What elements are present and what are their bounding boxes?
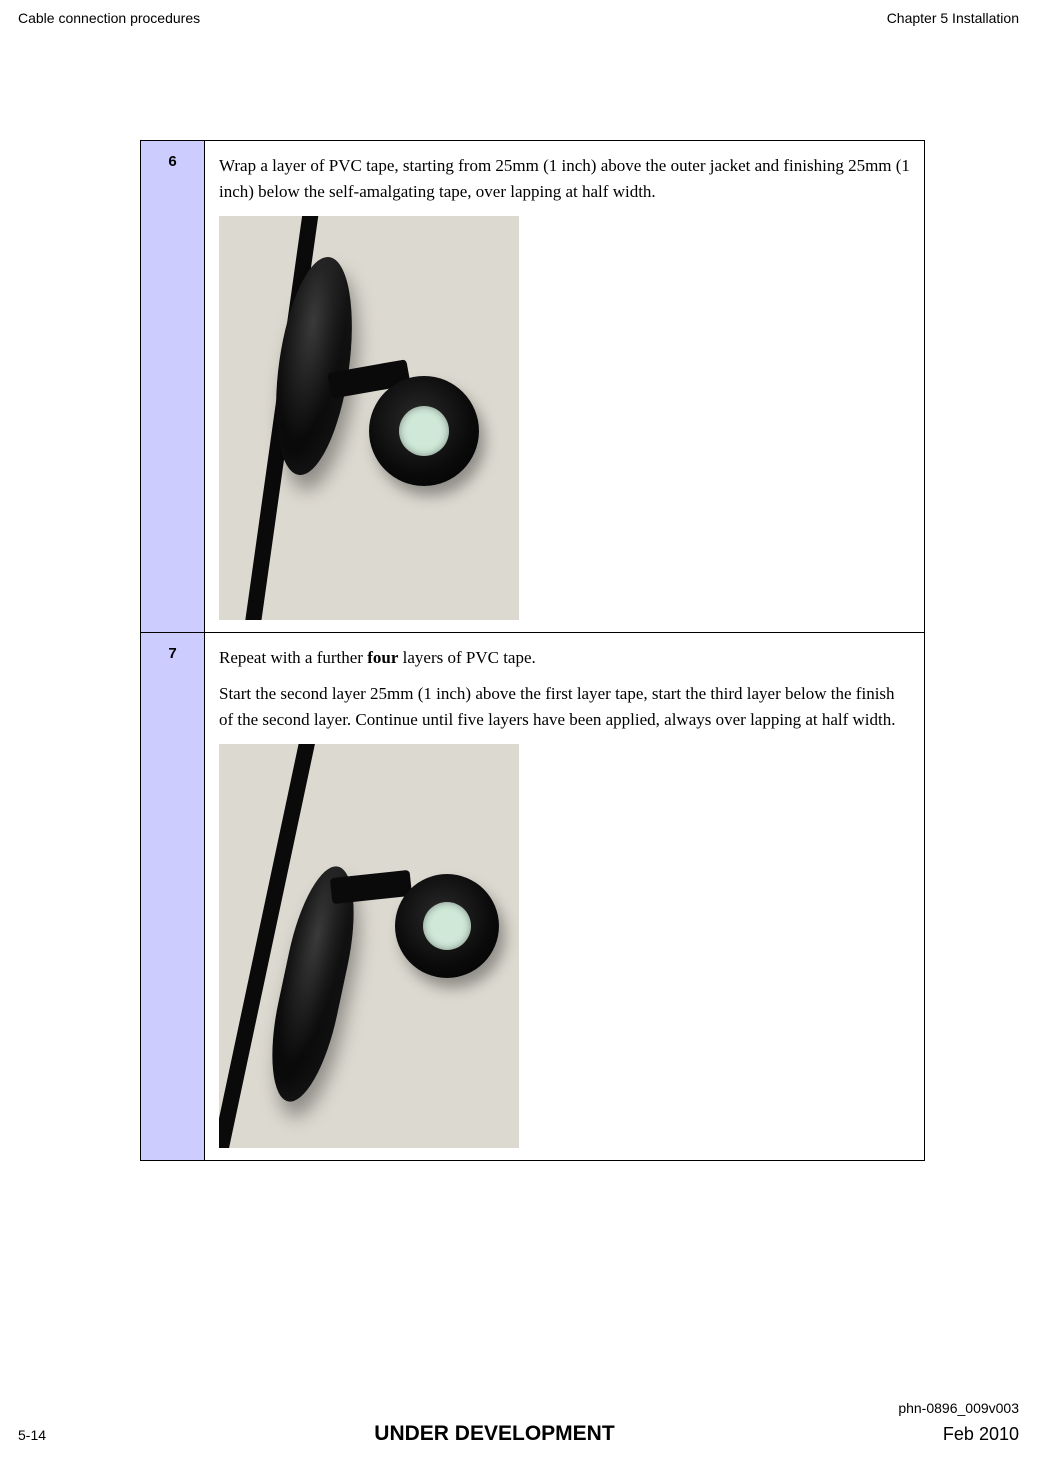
step-paragraph: Repeat with a further four layers of PVC… [219,645,910,671]
header-left: Cable connection procedures [18,10,200,26]
tape-core-shape [399,406,449,456]
step-paragraph: Wrap a layer of PVC tape, starting from … [219,153,910,206]
document-status: UNDER DEVELOPMENT [374,1422,614,1446]
page-footer: phn-0896_009v003 5-14 UNDER DEVELOPMENT … [0,1400,1037,1446]
document-id: phn-0896_009v003 [18,1400,1019,1416]
document-date: Feb 2010 [943,1424,1019,1445]
step-image [219,216,519,620]
step-body: Wrap a layer of PVC tape, starting from … [205,141,925,633]
tape-core-shape [423,902,471,950]
step-number: 7 [141,632,205,1160]
step-number: 6 [141,141,205,633]
step-image [219,744,519,1148]
header-right: Chapter 5 Installation [887,10,1019,26]
tape-wrap-shape [264,252,364,480]
content-area: 6 Wrap a layer of PVC tape, starting fro… [140,140,925,1161]
page-number: 5-14 [18,1427,46,1443]
table-row: 7 Repeat with a further four layers of P… [141,632,925,1160]
step-body: Repeat with a further four layers of PVC… [205,632,925,1160]
procedure-table: 6 Wrap a layer of PVC tape, starting fro… [140,140,925,1161]
table-row: 6 Wrap a layer of PVC tape, starting fro… [141,141,925,633]
step-paragraph: Start the second layer 25mm (1 inch) abo… [219,681,910,734]
page-header: Cable connection procedures Chapter 5 In… [0,10,1037,26]
footer-row: 5-14 UNDER DEVELOPMENT Feb 2010 [18,1422,1019,1446]
